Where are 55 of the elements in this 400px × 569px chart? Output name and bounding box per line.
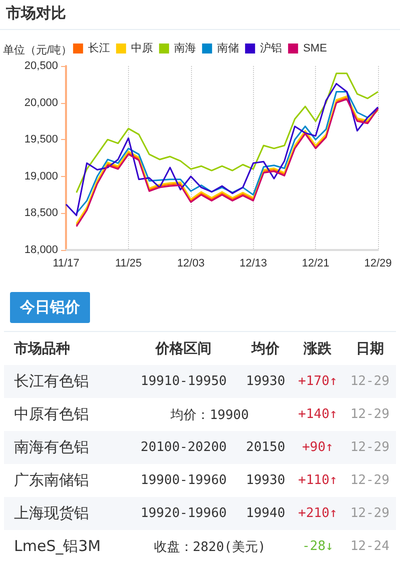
x-tick-label: 11/17 [52,258,80,270]
text: 12-29 [350,506,390,521]
category-label: 涨跌 [302,340,333,358]
x-tick-label: 12/29 [364,258,392,270]
x-tick-label: 12/21 [302,258,330,270]
y-tick-label: 19,000 [24,170,58,182]
text: +140↑ [298,407,338,422]
category-label: 市场品种 [13,340,71,358]
legend-label: 沪铝 [260,42,282,54]
text: 今日铝价 [10,292,90,323]
legend-label: 南储 [217,42,240,54]
line-series [76,72,379,194]
text: 19930 [246,473,286,488]
text: 19910-19950 [140,374,227,389]
y-tick-label: 20,000 [24,96,58,109]
text: 12-29 [350,374,390,389]
y-tick-label: 19,500 [24,134,58,146]
text: 12-24 [350,539,390,554]
text: 均价：19900 [170,408,249,422]
x-tick-label: 11/25 [115,258,142,270]
y-tick-label: 20,500 [24,60,58,72]
chart-title: 市场对比 [0,0,400,30]
category-label: 南海有色铝 [14,438,89,456]
text: 19930 [246,374,286,389]
text: 19940 [246,506,286,521]
legend-label: 中原 [131,42,154,54]
category-label: 广东南储铝 [14,471,89,489]
text: 12-29 [350,440,390,455]
category-label: LmeS_铝3M [14,537,101,555]
text: +170↑ [298,374,338,389]
text: -28↓ [302,539,334,554]
category-label: 上海现货铝 [14,504,89,522]
text: 20150 [246,440,286,455]
text: 12-29 [350,407,390,422]
legend-label: 长江 [88,42,110,54]
legend-label: SME [303,42,327,54]
category-label: 中原有色铝 [14,405,89,423]
y-axis-title: 单位（元/吨） [2,44,72,56]
text: +210↑ [298,506,338,521]
category-label: 价格区间 [154,340,213,358]
text: 19900-19960 [140,473,227,488]
y-tick-label: 18,500 [24,207,58,220]
category-label: 均价 [250,340,281,358]
category-label: 日期 [354,340,385,358]
text: 19920-19960 [140,506,227,521]
category-label: 长江有色铝 [14,372,89,390]
text: +90↑ [302,440,334,455]
text: +110↑ [298,473,338,488]
text: 收盘：2820(美元) [154,540,266,554]
legend-label: 南海 [174,42,196,54]
y-tick-label: 18,000 [24,244,58,256]
x-tick-label: 12/03 [177,258,205,270]
text: 12-29 [350,473,390,488]
text: 20100-20200 [140,440,227,455]
x-tick-label: 12/13 [239,258,267,270]
